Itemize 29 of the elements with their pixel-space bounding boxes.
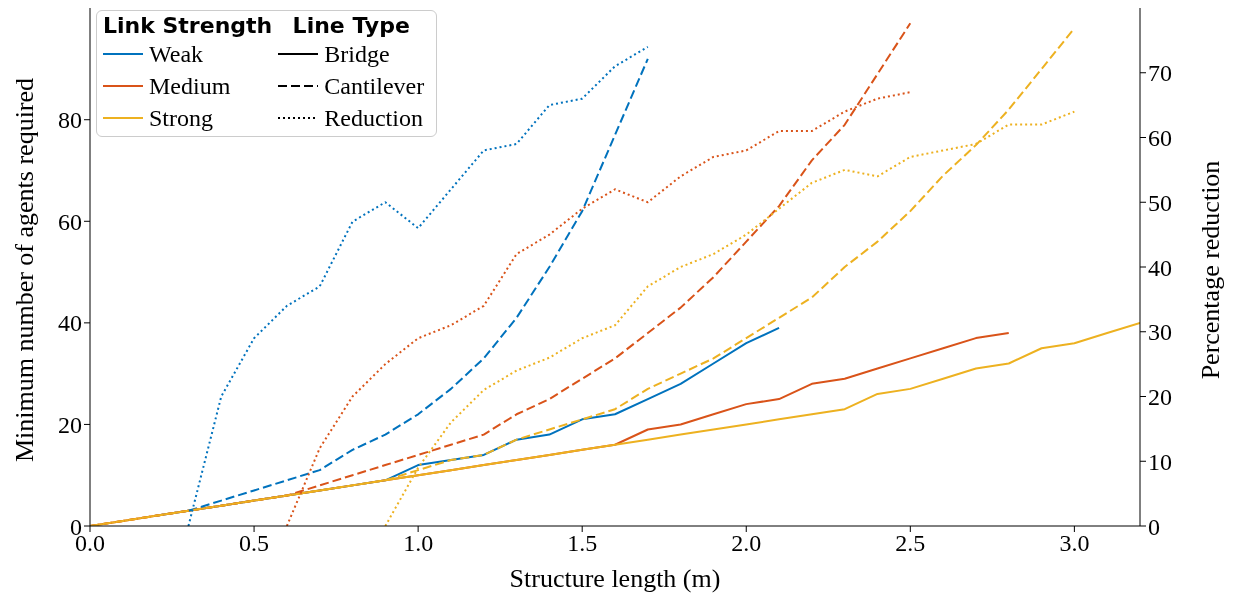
- y2-tick-label: 40: [1148, 254, 1172, 281]
- text: Link Strength: [103, 13, 273, 38]
- legend-label: Strong: [149, 104, 214, 133]
- y2-tick-label: 70: [1148, 60, 1172, 87]
- y-tick-label: 80: [58, 107, 82, 134]
- legend-label: Bridge: [324, 40, 390, 69]
- x-tick-label: 2.5: [895, 530, 926, 557]
- x-tick-label: 3.0: [1059, 530, 1090, 557]
- legend-label: Medium: [149, 72, 231, 101]
- y2-tick-label: 0: [1148, 513, 1160, 540]
- x-axis-title: Structure length (m): [509, 564, 721, 594]
- text: Line Type: [292, 13, 410, 38]
- y2-tick-label: 10: [1148, 448, 1172, 475]
- legend-label: Cantilever: [324, 72, 425, 101]
- y-tick-label: 20: [58, 411, 82, 438]
- y2-tick-label: 50: [1148, 189, 1172, 216]
- y-axis-title: Minimum number of agents required: [10, 77, 40, 462]
- x-tick-label: 1.0: [403, 530, 434, 557]
- y2-tick-label: 60: [1148, 125, 1172, 152]
- legend-label: Reduction: [324, 104, 423, 133]
- y-tick-label: 60: [58, 208, 82, 235]
- y2-tick-label: 20: [1148, 384, 1172, 411]
- x-tick-label: 2.0: [731, 530, 762, 557]
- y2-axis-title: Percentage reduction: [1196, 160, 1226, 379]
- legend-label: Weak: [149, 40, 204, 69]
- y-tick-label: 40: [58, 310, 82, 337]
- x-tick-label: 0.5: [239, 530, 270, 557]
- x-tick-label: 1.5: [567, 530, 598, 557]
- y2-tick-label: 30: [1148, 319, 1172, 346]
